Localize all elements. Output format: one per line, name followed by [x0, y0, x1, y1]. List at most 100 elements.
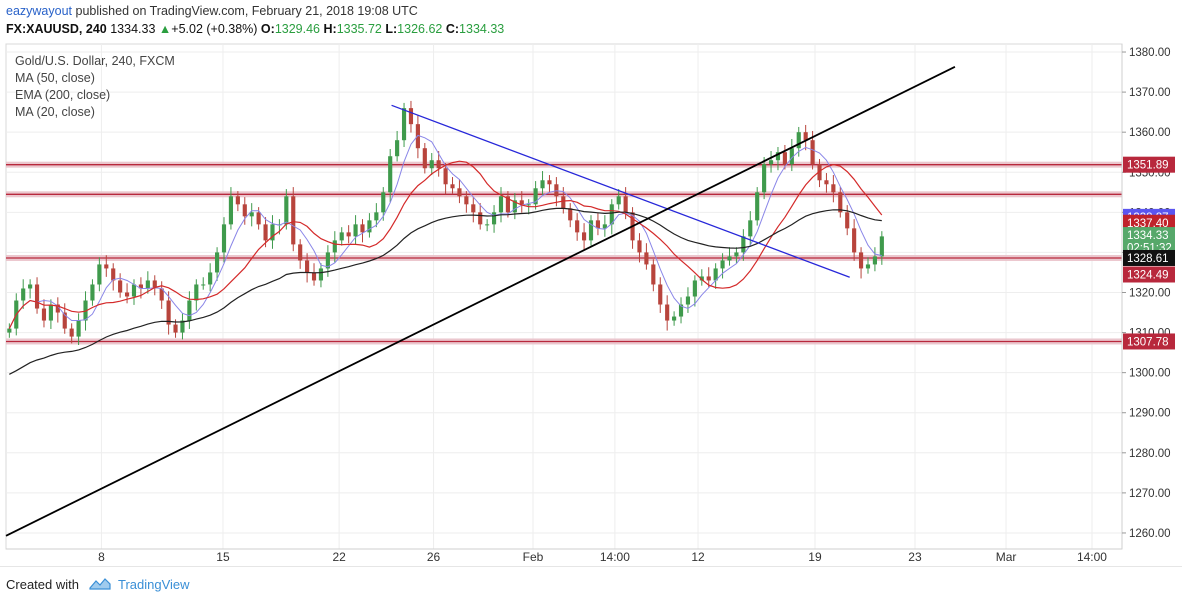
- candle-body[interactable]: [464, 196, 469, 205]
- candle-body[interactable]: [838, 192, 843, 213]
- candle-body[interactable]: [602, 224, 607, 229]
- candle-body[interactable]: [346, 232, 351, 237]
- candle-body[interactable]: [353, 224, 358, 237]
- candle-body[interactable]: [616, 196, 621, 205]
- candle-body[interactable]: [138, 284, 143, 289]
- ascending-trendline[interactable]: [5, 66, 956, 537]
- candle-body[interactable]: [817, 164, 822, 181]
- candle-body[interactable]: [651, 264, 656, 285]
- candle-body[interactable]: [374, 212, 379, 221]
- candle-body[interactable]: [97, 264, 102, 285]
- candle-body[interactable]: [831, 184, 836, 193]
- candle-body[interactable]: [305, 260, 310, 273]
- candle-body[interactable]: [540, 180, 545, 189]
- candle-body[interactable]: [152, 280, 157, 289]
- candle-body[interactable]: [692, 280, 697, 297]
- candle-body[interactable]: [526, 204, 531, 206]
- candle-body[interactable]: [228, 196, 234, 225]
- candle-body[interactable]: [381, 192, 386, 213]
- candle-body[interactable]: [450, 184, 455, 189]
- candle-body[interactable]: [824, 180, 829, 185]
- candle-body[interactable]: [395, 140, 400, 157]
- candle-body[interactable]: [429, 160, 434, 169]
- candle-body[interactable]: [249, 212, 254, 217]
- candle-body[interactable]: [187, 300, 192, 321]
- candle-body[interactable]: [145, 280, 150, 289]
- candle-body[interactable]: [727, 256, 732, 261]
- candle-body[interactable]: [332, 240, 337, 253]
- candle-body[interactable]: [339, 232, 344, 241]
- candle-body[interactable]: [685, 296, 691, 305]
- candle-body[interactable]: [34, 284, 40, 309]
- candle-body[interactable]: [284, 196, 289, 225]
- candle-body[interactable]: [55, 304, 60, 313]
- ma50-line[interactable]: [8, 160, 883, 329]
- candle-body[interactable]: [318, 268, 324, 281]
- candle-body[interactable]: [665, 304, 670, 321]
- plot-area[interactable]: [5, 43, 1123, 550]
- candle-body[interactable]: [595, 220, 601, 229]
- candle-body[interactable]: [457, 188, 462, 197]
- candle-body[interactable]: [845, 212, 850, 229]
- candle-body[interactable]: [768, 160, 774, 165]
- candle-body[interactable]: [291, 196, 296, 245]
- candle-body[interactable]: [215, 252, 220, 273]
- candle-body[interactable]: [180, 320, 185, 333]
- candle-body[interactable]: [872, 256, 877, 265]
- candle-body[interactable]: [658, 284, 663, 305]
- candle-body[interactable]: [575, 220, 580, 233]
- candle-body[interactable]: [498, 196, 504, 213]
- candle-body[interactable]: [561, 196, 566, 209]
- candle-body[interactable]: [678, 304, 684, 317]
- candle-body[interactable]: [741, 236, 746, 253]
- candle-body[interactable]: [124, 292, 130, 297]
- candle-body[interactable]: [104, 264, 109, 269]
- candle-body[interactable]: [62, 312, 67, 329]
- candle-body[interactable]: [360, 224, 365, 233]
- descending-trendline[interactable]: [391, 104, 850, 278]
- tradingview-link[interactable]: TradingView: [118, 577, 190, 592]
- candle-body[interactable]: [401, 108, 407, 141]
- tradingview-logo-icon[interactable]: [88, 576, 112, 592]
- legend-ma50[interactable]: MA (50, close): [15, 71, 95, 85]
- candle-body[interactable]: [810, 140, 815, 165]
- candle-body[interactable]: [443, 168, 448, 185]
- candle-body[interactable]: [367, 220, 372, 233]
- candle-body[interactable]: [505, 196, 510, 213]
- candle-body[interactable]: [533, 188, 538, 205]
- candle-body[interactable]: [609, 204, 614, 225]
- candle-body[interactable]: [789, 148, 794, 165]
- candle-body[interactable]: [775, 152, 781, 161]
- candle-body[interactable]: [755, 192, 760, 221]
- candle-body[interactable]: [644, 252, 649, 265]
- candle-body[interactable]: [734, 252, 739, 257]
- candle-body[interactable]: [256, 212, 261, 225]
- author-link[interactable]: eazywayout: [6, 4, 73, 18]
- candle-body[interactable]: [519, 200, 524, 205]
- candle-body[interactable]: [436, 160, 441, 169]
- candle-body[interactable]: [588, 220, 594, 241]
- legend-ma20[interactable]: MA (20, close): [15, 105, 95, 119]
- candle-body[interactable]: [298, 244, 303, 261]
- candle-body[interactable]: [637, 240, 642, 253]
- candle-body[interactable]: [242, 204, 247, 217]
- candle-body[interactable]: [7, 328, 12, 333]
- candle-body[interactable]: [194, 284, 199, 301]
- price-chart[interactable]: 8 15 22 26 Feb 14:00 12 19 23 Mar 14:00 1260.00 1270…: [0, 0, 1182, 566]
- candle-body[interactable]: [118, 280, 123, 293]
- candle-body[interactable]: [623, 196, 628, 213]
- candle-body[interactable]: [699, 276, 704, 281]
- ema200-line[interactable]: [9, 207, 882, 375]
- candle-body[interactable]: [235, 196, 240, 205]
- candle-body[interactable]: [311, 272, 317, 281]
- candle-body[interactable]: [263, 224, 268, 241]
- candle-body[interactable]: [865, 264, 871, 269]
- candle-body[interactable]: [21, 288, 26, 301]
- candle-body[interactable]: [582, 232, 587, 241]
- candle-body[interactable]: [388, 156, 393, 193]
- candle-body[interactable]: [672, 316, 677, 321]
- candle-body[interactable]: [713, 268, 718, 281]
- candle-body[interactable]: [478, 212, 483, 225]
- candle-body[interactable]: [69, 328, 74, 337]
- candle-body[interactable]: [796, 132, 801, 149]
